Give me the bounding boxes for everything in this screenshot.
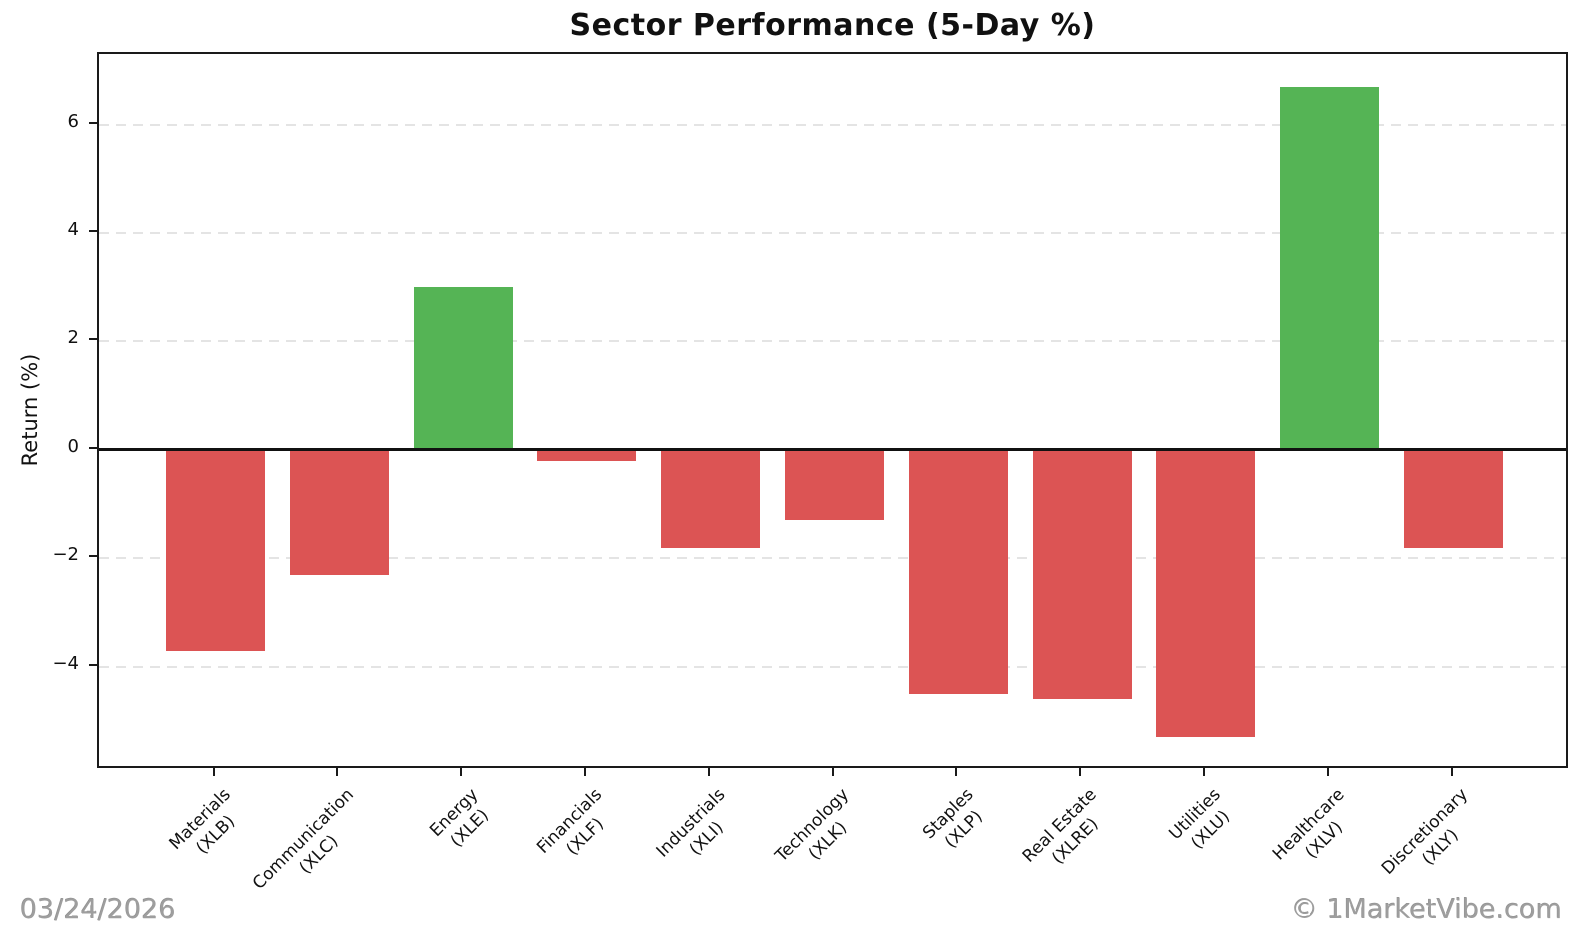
gridline--4 [99,665,1566,668]
x-tick [583,768,586,776]
date-stamp: 03/24/2026 [20,894,176,925]
gridline-4 [99,232,1566,234]
bar-financials [537,449,637,461]
x-tick-label-energy: Energy (XLE) [425,784,493,852]
x-tick-label-industrials: Industrials (XLI) [652,784,730,862]
y-tick-label: 4 [67,219,79,240]
watermark: © 1MarketVibe.com [1291,894,1562,925]
gridline--2 [99,557,1566,560]
y-tick-label: −2 [52,544,79,566]
bar-materials [166,449,265,651]
x-tick [460,768,463,776]
y-tick [89,663,97,666]
x-tick [1450,768,1453,776]
bar-utilities [1156,449,1256,738]
y-tick [89,555,97,558]
bar-communication [289,449,389,575]
bar-industrials [661,449,761,548]
x-tick [336,768,339,776]
gridline-6 [99,123,1566,126]
bar-real-estate [1032,449,1132,700]
x-tick-label-utilities: Utilities (XLU) [1165,784,1235,854]
y-tick-label: 6 [67,110,79,132]
x-tick-label-discretionary: Discretionary (XLY) [1378,784,1473,879]
bar-discretionary [1404,449,1503,548]
x-tick [1079,768,1082,776]
x-tick [831,768,834,776]
x-tick-label-technology: Technology (XLK) [771,784,854,867]
bar-energy [413,287,513,450]
bar-healthcare [1280,86,1380,450]
y-tick [89,121,97,124]
y-tick [89,446,97,449]
x-tick [1326,768,1329,776]
chart-title: Sector Performance (5-Day %) [569,8,1096,43]
x-tick-label-real-estate: Real Estate (XLRE) [1019,784,1103,869]
x-tick [1202,768,1205,776]
x-tick-label-healthcare: Healthcare (XLV) [1268,784,1349,865]
x-tick-label-staples: Staples (XLP) [918,784,987,853]
x-tick [212,768,215,776]
y-tick [89,338,97,341]
zero-line [99,448,1566,452]
y-tick-label: 0 [67,435,79,457]
x-tick [955,768,958,776]
x-tick-label-materials: Materials (XLB) [165,784,239,859]
gridline-2 [99,340,1566,343]
bar-technology [785,449,884,521]
y-tick-label: −4 [52,652,79,674]
bar-staples [908,449,1008,695]
x-tick [707,768,710,776]
x-tick-label-communication: Communication (XLC) [249,784,359,894]
y-tick-label: 2 [67,327,79,349]
x-tick-label-financials: Financials (XLF) [532,784,608,860]
y-tick [89,230,97,232]
plot-area [97,52,1568,768]
